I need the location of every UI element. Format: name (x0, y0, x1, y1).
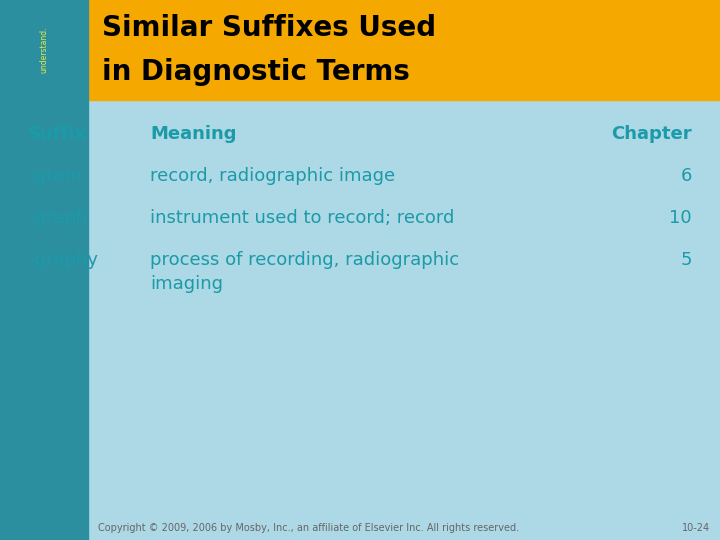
Text: Chapter: Chapter (611, 125, 692, 143)
Text: understand.: understand. (40, 27, 48, 73)
Text: process of recording, radiographic
imaging: process of recording, radiographic imagi… (150, 251, 459, 293)
Text: Copyright © 2009, 2006 by Mosby, Inc., an affiliate of Elsevier Inc. All rights : Copyright © 2009, 2006 by Mosby, Inc., a… (98, 523, 519, 533)
Text: instrument used to record; record: instrument used to record; record (150, 209, 454, 227)
Text: record, radiographic image: record, radiographic image (150, 167, 395, 185)
Text: Similar Suffixes Used: Similar Suffixes Used (102, 14, 436, 42)
Text: -graph: -graph (28, 209, 87, 227)
Text: -gram: -gram (28, 167, 82, 185)
Text: 10-24: 10-24 (682, 523, 710, 533)
Text: -graphy: -graphy (28, 251, 98, 269)
Text: in Diagnostic Terms: in Diagnostic Terms (102, 58, 410, 86)
Bar (0, 0, 88, 540)
Text: 10: 10 (670, 209, 692, 227)
Bar (0, 0, 720, 100)
Text: 6: 6 (680, 167, 692, 185)
Text: Meaning: Meaning (150, 125, 236, 143)
Text: Suffix: Suffix (28, 125, 87, 143)
Text: 5: 5 (680, 251, 692, 269)
